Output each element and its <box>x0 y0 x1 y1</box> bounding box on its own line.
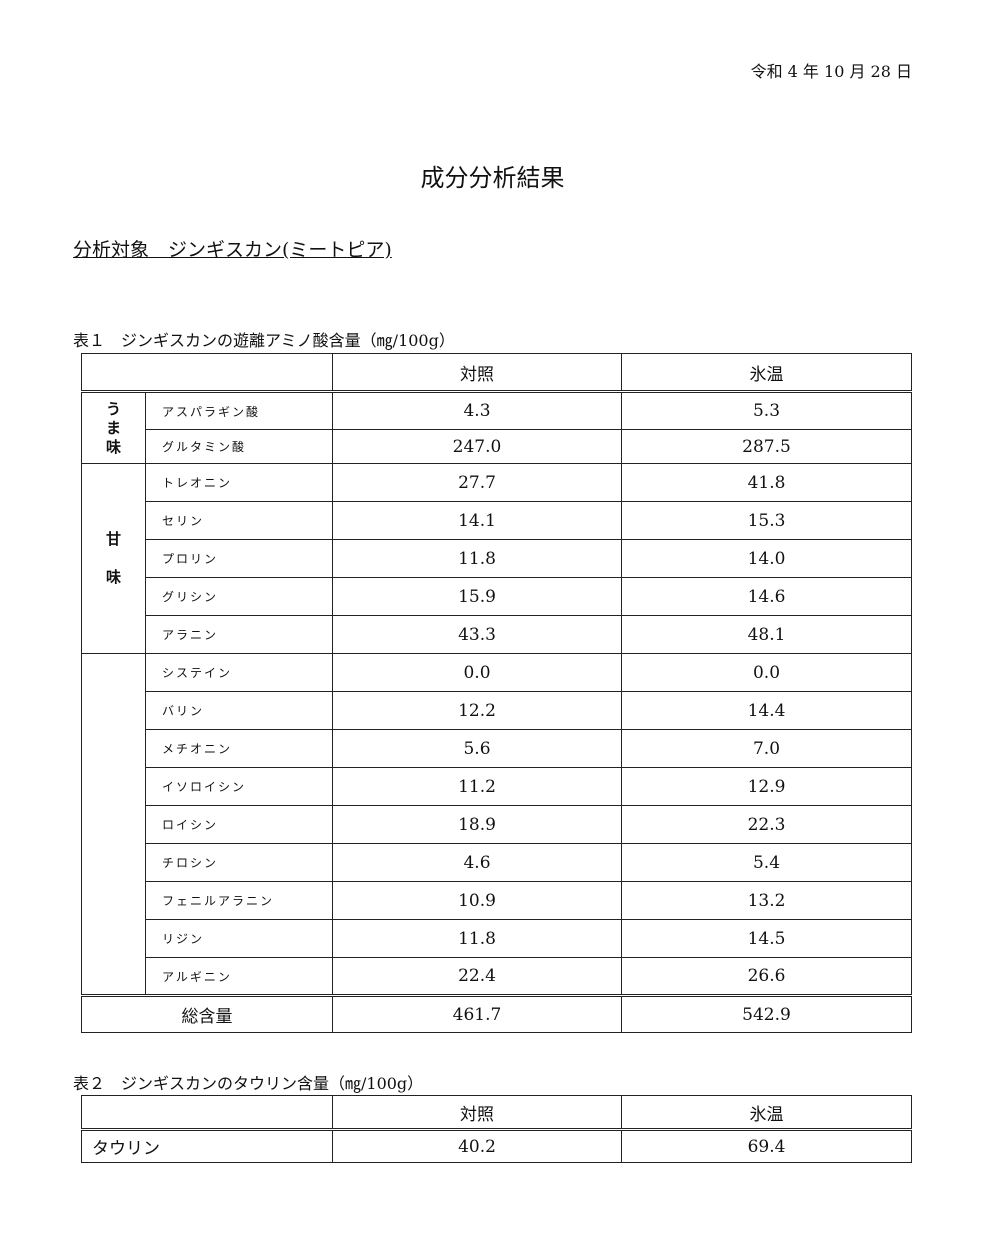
header-blank <box>81 1095 333 1131</box>
table-row: ロイシン 18.9 22.3 <box>82 805 912 844</box>
control-value: 43.3 <box>332 615 622 654</box>
table-row: リジン 11.8 14.5 <box>82 919 912 958</box>
control-value: 11.8 <box>332 919 622 958</box>
table-row: セリン 14.1 15.3 <box>82 501 912 540</box>
control-value: 4.6 <box>332 843 622 882</box>
header-hyoon: 氷温 <box>621 1095 912 1131</box>
taste-group-label: 甘 味 <box>81 463 146 654</box>
amino-acid-name: アルギニン <box>145 957 333 996</box>
taurine-hyoon: 69.4 <box>621 1129 912 1163</box>
hyoon-value: 14.0 <box>621 539 912 578</box>
total-control: 461.7 <box>332 994 622 1033</box>
control-value: 27.7 <box>332 463 622 502</box>
table-row: グリシン 15.9 14.6 <box>82 577 912 616</box>
amino-acid-name: グリシン <box>145 577 333 616</box>
taurine-table: 対照 氷温 タウリン 40.2 69.4 <box>81 1095 912 1163</box>
hyoon-value: 14.4 <box>621 691 912 730</box>
hyoon-value: 14.6 <box>621 577 912 616</box>
amino-acid-name: セリン <box>145 501 333 540</box>
table-row: フェニルアラニン 10.9 13.2 <box>82 881 912 920</box>
hyoon-value: 12.9 <box>621 767 912 806</box>
hyoon-value: 15.3 <box>621 501 912 540</box>
control-value: 14.1 <box>332 501 622 540</box>
amino-acid-name: システイン <box>145 653 333 692</box>
amino-acid-name: ロイシン <box>145 805 333 844</box>
control-value: 11.8 <box>332 539 622 578</box>
taste-group-label: う ま 味 <box>81 391 146 464</box>
hyoon-value: 0.0 <box>621 653 912 692</box>
amino-acid-name: イソロイシン <box>145 767 333 806</box>
table-row: アラニン 43.3 48.1 <box>82 615 912 654</box>
control-value: 15.9 <box>332 577 622 616</box>
control-value: 247.0 <box>332 429 622 464</box>
table-row: イソロイシン 11.2 12.9 <box>82 767 912 806</box>
amino-acid-name: プロリン <box>145 539 333 578</box>
control-value: 5.6 <box>332 729 622 768</box>
header-hyoon: 氷温 <box>621 353 912 393</box>
hyoon-value: 14.5 <box>621 919 912 958</box>
table1-caption: 表１ ジンギスカンの遊離アミノ酸含量（㎎/100g） <box>73 331 455 350</box>
hyoon-value: 26.6 <box>621 957 912 996</box>
amino-acid-name: アスパラギン酸 <box>145 391 333 430</box>
amino-acid-name: アラニン <box>145 615 333 654</box>
amino-acid-name: メチオニン <box>145 729 333 768</box>
control-value: 18.9 <box>332 805 622 844</box>
total-row: 総含量 461.7 542.9 <box>81 994 912 1033</box>
hyoon-value: 41.8 <box>621 463 912 502</box>
hyoon-value: 5.3 <box>621 391 912 430</box>
hyoon-value: 48.1 <box>621 615 912 654</box>
amino-acid-table: 対照 氷温う ま 味アスパラギン酸 4.3 5.3 グルタミン酸 247.0 287.5 甘 … <box>81 353 912 1033</box>
amino-acid-name: バリン <box>145 691 333 730</box>
control-value: 0.0 <box>332 653 622 692</box>
analysis-subject: 分析対象 ジンギスカン(ミートピア) <box>73 239 392 261</box>
table-row: メチオニン 5.6 7.0 <box>82 729 912 768</box>
control-value: 12.2 <box>332 691 622 730</box>
hyoon-value: 22.3 <box>621 805 912 844</box>
hyoon-value: 287.5 <box>621 429 912 464</box>
header-control: 対照 <box>332 1095 622 1131</box>
control-value: 22.4 <box>332 957 622 996</box>
table-row: プロリン 11.8 14.0 <box>82 539 912 578</box>
table-row: システイン 0.0 0.0 <box>81 653 912 996</box>
amino-acid-name: トレオニン <box>145 463 333 502</box>
table-row: チロシン 4.6 5.4 <box>82 843 912 882</box>
taurine-label: タウリン <box>81 1129 333 1163</box>
taste-group-label <box>81 653 146 996</box>
amino-acid-name: チロシン <box>145 843 333 882</box>
header-control: 対照 <box>332 353 622 393</box>
total-hyoon: 542.9 <box>621 994 912 1033</box>
hyoon-value: 5.4 <box>621 843 912 882</box>
document-date: 令和 4 年 10 月 28 日 <box>750 62 912 81</box>
table-row: グルタミン酸 247.0 287.5 <box>82 429 912 464</box>
control-value: 11.2 <box>332 767 622 806</box>
table-row: う ま 味アスパラギン酸 4.3 5.3 <box>81 391 912 464</box>
total-label: 総含量 <box>81 994 333 1033</box>
table-row: バリン 12.2 14.4 <box>82 691 912 730</box>
document-title: 成分分析結果 <box>420 164 565 192</box>
table-row: アルギニン 22.4 26.6 <box>82 957 912 996</box>
taurine-control: 40.2 <box>332 1129 622 1163</box>
hyoon-value: 13.2 <box>621 881 912 920</box>
table-row: 甘 味トレオニン 27.7 41.8 <box>81 463 912 654</box>
control-value: 4.3 <box>332 391 622 430</box>
amino-acid-name: グルタミン酸 <box>145 429 333 464</box>
table2-caption: 表２ ジンギスカンのタウリン含量（㎎/100g） <box>73 1074 424 1093</box>
header-blank <box>81 353 333 393</box>
amino-acid-name: フェニルアラニン <box>145 881 333 920</box>
hyoon-value: 7.0 <box>621 729 912 768</box>
control-value: 10.9 <box>332 881 622 920</box>
amino-acid-name: リジン <box>145 919 333 958</box>
